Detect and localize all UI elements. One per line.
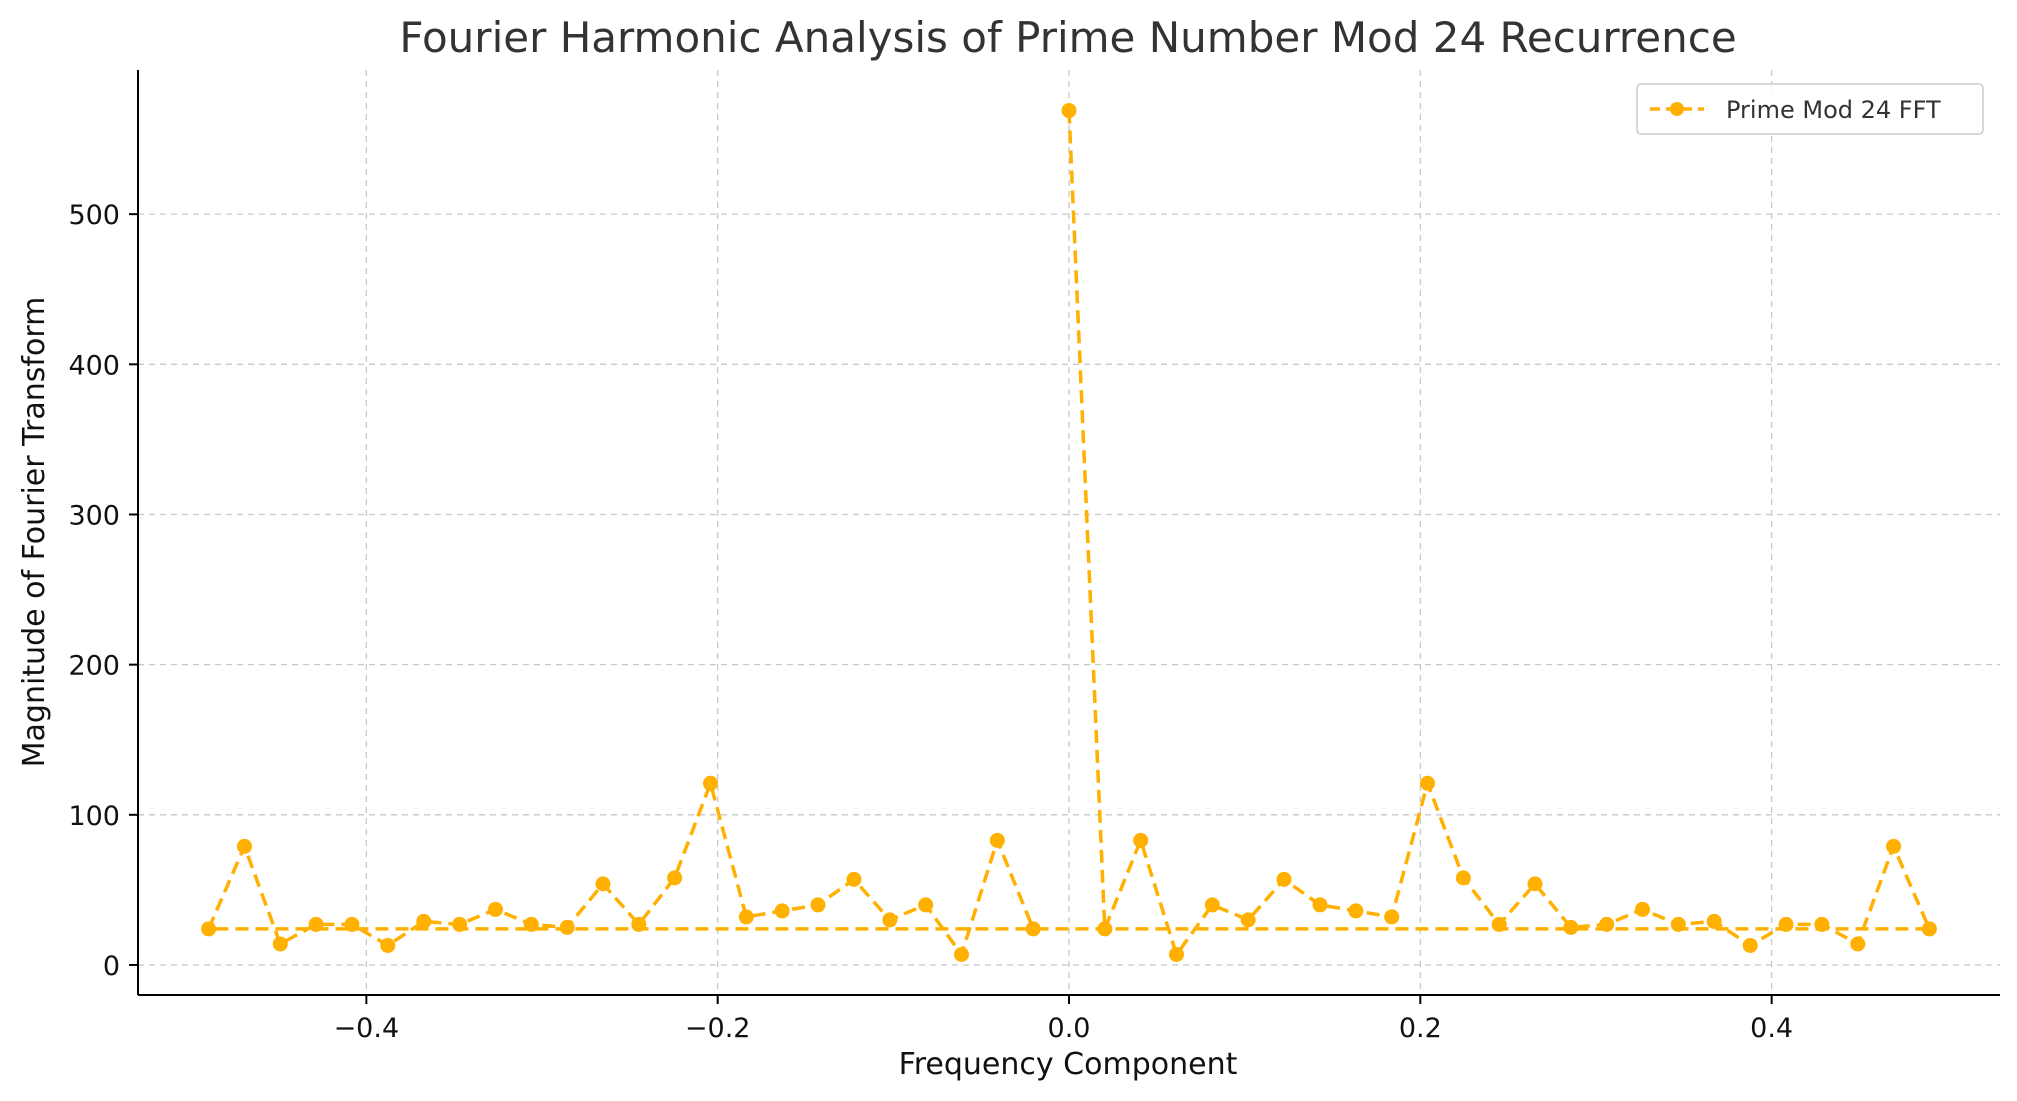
data-point <box>1814 916 1830 932</box>
data-point <box>1455 870 1471 886</box>
data-point <box>810 897 826 913</box>
data-point <box>953 946 969 962</box>
x-tick-label: 0.2 <box>1399 1013 1442 1044</box>
x-tick-label: 0.0 <box>1048 1013 1091 1044</box>
chart-title: Fourier Harmonic Analysis of Prime Numbe… <box>399 13 1736 62</box>
data-point <box>918 897 934 913</box>
data-point <box>1742 937 1758 953</box>
data-point <box>1850 936 1866 952</box>
y-ticks: 0 100 200 300 400 500 <box>68 200 138 982</box>
data-point <box>1420 775 1436 791</box>
data-point <box>1635 901 1651 917</box>
data-point <box>1778 916 1794 932</box>
data-point <box>1204 897 1220 913</box>
data-point <box>702 775 718 791</box>
legend-label: Prime Mod 24 FFT <box>1726 96 1941 124</box>
data-point <box>1312 897 1328 913</box>
y-tick-label: 400 <box>68 350 120 381</box>
legend: Prime Mod 24 FFT <box>1636 83 1984 135</box>
series-layer <box>201 103 1937 962</box>
data-point <box>1025 921 1041 937</box>
data-point <box>1348 903 1364 919</box>
grid-lines <box>138 70 2000 995</box>
data-point <box>1133 832 1149 848</box>
data-point <box>452 916 468 932</box>
data-point <box>667 870 683 886</box>
data-point <box>846 871 862 887</box>
data-point <box>1276 871 1292 887</box>
x-tick-label: −0.4 <box>334 1013 400 1044</box>
data-point <box>380 937 396 953</box>
data-point <box>1384 909 1400 925</box>
data-point <box>1240 912 1256 928</box>
legend-marker-swatch <box>1670 102 1684 116</box>
data-point <box>308 916 324 932</box>
data-point <box>487 901 503 917</box>
data-point <box>416 913 432 929</box>
data-point <box>1097 921 1113 937</box>
data-point <box>1670 916 1686 932</box>
data-point <box>595 876 611 892</box>
y-axis-label: Magnitude of Fourier Transform <box>17 297 52 768</box>
x-axis-label: Frequency Component <box>899 1047 1238 1082</box>
y-tick-label: 500 <box>68 200 120 231</box>
data-point <box>523 916 539 932</box>
data-point <box>1061 103 1077 119</box>
data-point <box>738 909 754 925</box>
y-tick-label: 200 <box>68 651 120 682</box>
data-point <box>1563 919 1579 935</box>
x-tick-label: −0.2 <box>685 1013 751 1044</box>
data-point <box>1491 916 1507 932</box>
data-point <box>1527 876 1543 892</box>
y-tick-label: 300 <box>68 500 120 531</box>
data-point <box>774 903 790 919</box>
data-point <box>344 916 360 932</box>
data-point <box>272 936 288 952</box>
data-point <box>201 921 217 937</box>
data-point <box>559 919 575 935</box>
data-point <box>631 916 647 932</box>
legend-box <box>1636 83 1984 135</box>
y-tick-label: 0 <box>103 951 120 982</box>
data-point <box>1886 838 1902 854</box>
y-tick-label: 100 <box>68 801 120 832</box>
data-point <box>236 838 252 854</box>
data-point <box>989 832 1005 848</box>
x-ticks: −0.4 −0.2 0.0 0.2 0.4 <box>334 995 1793 1044</box>
data-point <box>1169 946 1185 962</box>
x-tick-label: 0.4 <box>1750 1013 1793 1044</box>
data-point <box>1706 913 1722 929</box>
data-point <box>1599 916 1615 932</box>
data-point <box>882 912 898 928</box>
data-point <box>1921 921 1937 937</box>
